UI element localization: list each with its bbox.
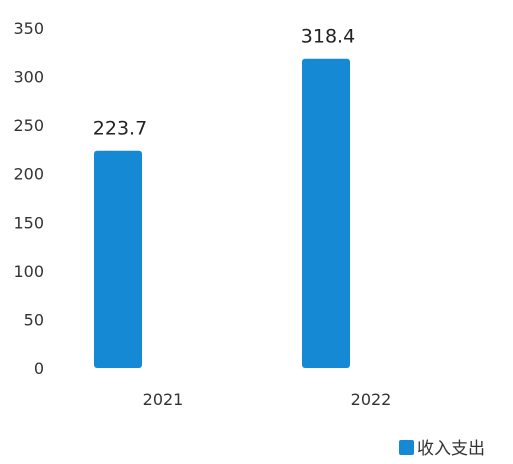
legend-swatch bbox=[399, 440, 414, 455]
y-tick-label: 350 bbox=[13, 19, 44, 38]
data-labels: 223.7 318.4 bbox=[93, 26, 355, 140]
legend-label: 收入支出 bbox=[417, 439, 485, 459]
data-label: 223.7 bbox=[93, 118, 147, 140]
y-axis: 0 50 100 150 200 250 300 350 bbox=[13, 19, 44, 378]
bar-2021 bbox=[94, 150, 142, 368]
x-tick-label: 2022 bbox=[351, 390, 392, 409]
bars bbox=[94, 58, 350, 368]
y-tick-label: 200 bbox=[13, 165, 44, 184]
legend: 收入支出 bbox=[399, 439, 485, 459]
y-tick-label: 250 bbox=[13, 116, 44, 135]
x-tick-label: 2021 bbox=[143, 390, 184, 409]
y-tick-label: 300 bbox=[13, 68, 44, 87]
y-tick-label: 0 bbox=[34, 359, 44, 378]
y-tick-label: 100 bbox=[13, 262, 44, 281]
y-tick-label: 150 bbox=[13, 213, 44, 232]
y-tick-label: 50 bbox=[24, 310, 44, 329]
data-label: 318.4 bbox=[301, 26, 355, 48]
x-axis: 2021 2022 bbox=[143, 390, 392, 409]
bar-2022 bbox=[302, 58, 350, 368]
